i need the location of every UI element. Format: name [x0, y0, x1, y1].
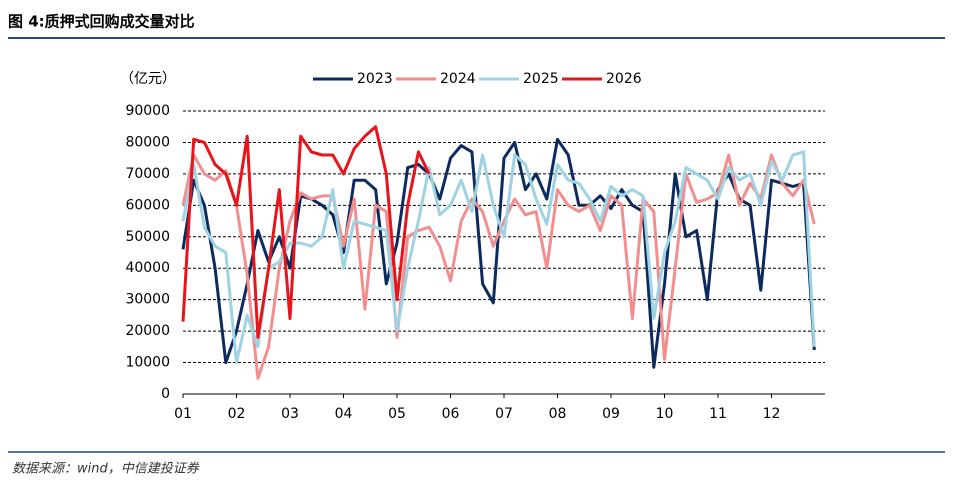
y-axis-unit: （亿元） [120, 71, 176, 87]
chart-title: 图 4:质押式回购成交量对比 [8, 13, 195, 31]
y-tick-label: 60000 [125, 197, 170, 213]
y-tick-label: 20000 [125, 323, 170, 339]
y-tick-label: 90000 [125, 103, 170, 119]
x-tick-label: 09 [602, 406, 620, 422]
legend-label: 2024 [440, 71, 476, 87]
y-tick-label: 0 [161, 386, 170, 402]
y-tick-label: 40000 [125, 260, 170, 276]
series-line [181, 150, 816, 365]
legend-label: 2025 [523, 71, 559, 87]
x-tick-label: 08 [549, 406, 567, 422]
x-tick-label: 05 [388, 406, 406, 422]
x-tick-label: 02 [228, 406, 246, 422]
x-tick-label: 10 [656, 406, 674, 422]
series-line [181, 153, 816, 380]
x-tick-label: 11 [709, 406, 727, 422]
x-tick-label: 01 [174, 406, 192, 422]
y-tick-label: 70000 [125, 166, 170, 182]
y-tick-label: 50000 [125, 229, 170, 245]
x-tick-label: 06 [442, 406, 460, 422]
x-tick-label: 07 [495, 406, 513, 422]
x-tick-label: 04 [335, 406, 353, 422]
y-tick-label: 80000 [125, 134, 170, 150]
y-tick-label: 30000 [125, 292, 170, 308]
x-tick-label: 12 [763, 406, 781, 422]
legend-label: 2023 [357, 71, 393, 87]
source-note: 数据来源：wind，中信建投证券 [12, 462, 200, 477]
legend-label: 2026 [606, 71, 642, 87]
y-tick-label: 10000 [125, 355, 170, 371]
series-line [181, 125, 431, 339]
x-tick-label: 03 [281, 406, 299, 422]
